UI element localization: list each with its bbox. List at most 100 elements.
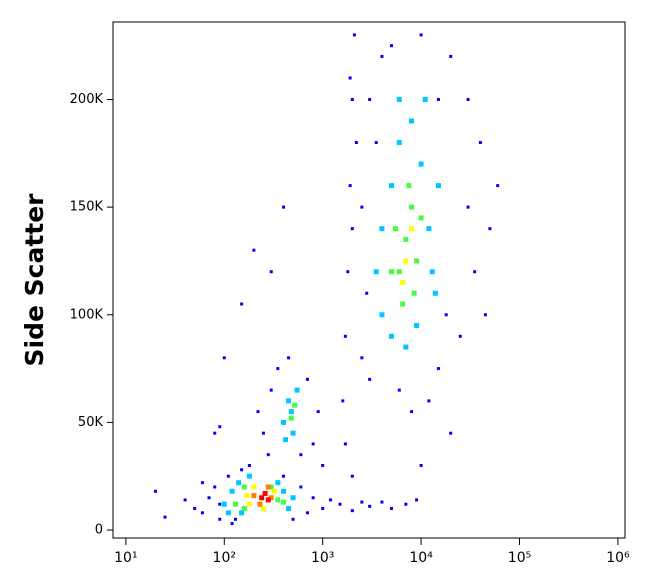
x-tick-label: 10¹ xyxy=(114,550,137,566)
point xyxy=(240,468,244,472)
x-tick-label: 10⁵ xyxy=(508,550,531,566)
point xyxy=(239,510,245,516)
point xyxy=(411,290,417,296)
point xyxy=(409,204,415,210)
y-axis-label: Side Scatter xyxy=(20,193,49,367)
point xyxy=(403,236,409,242)
point xyxy=(261,431,265,435)
point xyxy=(321,463,325,467)
point xyxy=(282,474,286,478)
point xyxy=(200,511,204,515)
point xyxy=(281,488,287,494)
point xyxy=(256,410,260,414)
point xyxy=(321,507,325,511)
point xyxy=(396,140,402,146)
point xyxy=(283,437,289,443)
point xyxy=(251,493,257,499)
point xyxy=(311,496,315,500)
plot-frame xyxy=(112,21,626,539)
point xyxy=(259,495,265,501)
point xyxy=(232,501,238,507)
point xyxy=(396,269,402,275)
point xyxy=(360,356,364,360)
x-tick-label: 10² xyxy=(213,550,236,566)
point xyxy=(473,270,477,274)
point xyxy=(458,334,462,338)
point xyxy=(436,97,440,101)
point xyxy=(449,431,453,435)
point xyxy=(368,504,372,508)
point xyxy=(291,517,295,521)
point xyxy=(240,302,244,306)
point xyxy=(218,517,222,521)
point xyxy=(275,497,281,503)
point xyxy=(251,484,257,490)
point xyxy=(226,474,230,478)
point xyxy=(414,323,420,329)
point xyxy=(368,377,372,381)
point xyxy=(218,425,222,429)
point xyxy=(236,480,242,486)
point xyxy=(341,399,345,403)
point xyxy=(348,184,352,188)
point xyxy=(415,498,419,502)
point xyxy=(388,333,394,339)
point xyxy=(379,226,385,232)
point xyxy=(393,226,399,232)
y-tick-label: 200K xyxy=(70,92,104,107)
point xyxy=(350,509,354,513)
point xyxy=(257,501,263,507)
point xyxy=(343,442,347,446)
point xyxy=(432,290,438,296)
point xyxy=(328,498,332,502)
point xyxy=(435,183,441,189)
point xyxy=(244,493,250,499)
point xyxy=(222,356,226,360)
point xyxy=(233,517,237,521)
point xyxy=(379,312,385,318)
point xyxy=(380,54,384,58)
point xyxy=(388,183,394,189)
point xyxy=(305,511,309,515)
point xyxy=(207,496,211,500)
point xyxy=(265,484,271,490)
point xyxy=(404,502,408,506)
point xyxy=(271,488,277,494)
point xyxy=(153,489,157,493)
point xyxy=(350,227,354,231)
point xyxy=(213,485,217,489)
point xyxy=(225,510,231,516)
point xyxy=(221,501,227,507)
point xyxy=(419,463,423,467)
point xyxy=(380,500,384,504)
point xyxy=(241,484,247,490)
point xyxy=(260,506,266,512)
y-tick-label: 150K xyxy=(70,200,104,215)
point xyxy=(265,497,271,503)
point xyxy=(246,501,252,507)
point xyxy=(290,430,296,436)
point xyxy=(418,215,424,221)
point xyxy=(422,96,428,102)
point xyxy=(444,313,448,317)
point xyxy=(403,344,409,350)
point xyxy=(348,76,352,80)
x-tick-label: 10³ xyxy=(311,550,334,566)
point xyxy=(311,442,315,446)
point xyxy=(426,226,432,232)
point xyxy=(350,97,354,101)
point xyxy=(374,141,378,145)
point xyxy=(354,141,358,145)
point xyxy=(338,502,342,506)
point xyxy=(388,269,394,275)
point xyxy=(346,270,350,274)
point xyxy=(294,387,300,393)
point xyxy=(368,97,372,101)
point xyxy=(360,205,364,209)
point xyxy=(389,507,393,511)
point xyxy=(466,97,470,101)
point xyxy=(410,410,414,414)
y-tick-label: 100K xyxy=(70,307,104,322)
x-tick-label: 10⁴ xyxy=(409,550,433,566)
